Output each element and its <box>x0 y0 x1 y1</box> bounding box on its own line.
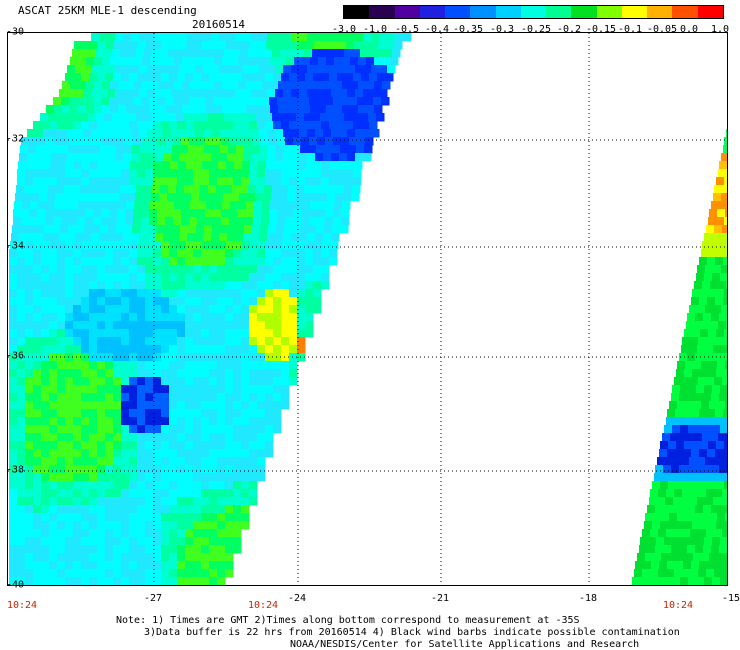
colorbar-segment <box>596 6 622 18</box>
latitude-label: -32 <box>6 133 25 145</box>
footer-note-line2: 3)Data buffer is 22 hrs from 20160514 4)… <box>144 627 680 638</box>
colorbar-segment <box>647 6 673 18</box>
colorbar-tick-label: -0.2 <box>556 24 582 35</box>
colorbar-tick-label: -1.0 <box>362 24 388 35</box>
colorbar-tick-label: 0.0 <box>679 24 699 35</box>
longitude-label: -21 <box>430 593 450 604</box>
colorbar-segment <box>672 6 698 18</box>
time-label: 10:24 <box>6 600 38 611</box>
time-label: 10:24 <box>247 600 279 611</box>
swath-layer <box>8 33 727 585</box>
colorbar-segment <box>419 6 446 18</box>
colorbar-segment <box>369 6 395 18</box>
longitude-label: -15 <box>721 593 740 604</box>
colorbar-tick-label: -0.4 <box>424 24 450 35</box>
colorbar-tick-label: -0.5 <box>394 24 420 35</box>
colorbar-segment <box>571 6 597 18</box>
colorbar-tick-label: -0.15 <box>585 24 617 35</box>
colorbar-segment <box>394 6 420 18</box>
colorbar-tick-label: -0.25 <box>520 24 552 35</box>
colorbar <box>343 5 724 19</box>
colorbar-tick-label: -3.0 <box>331 24 357 35</box>
longitude-label: -18 <box>578 593 598 604</box>
colorbar-tick-label: -0.1 <box>617 24 643 35</box>
colorbar-tick-label: -0.3 <box>489 24 515 35</box>
colorbar-segment <box>344 6 370 18</box>
colorbar-segment <box>445 6 471 18</box>
latitude-label: -36 <box>6 350 25 362</box>
latitude-label: -38 <box>6 464 25 476</box>
colorbar-tick-label: -0.35 <box>452 24 484 35</box>
colorbar-segment <box>546 6 572 18</box>
colorbar-tick-label: 1.0 <box>710 24 730 35</box>
longitude-label: -27 <box>143 593 163 604</box>
time-label: 10:24 <box>662 600 694 611</box>
map-panel <box>7 32 728 586</box>
longitude-label: -24 <box>287 593 307 604</box>
colorbar-segment <box>520 6 547 18</box>
colorbar-segment <box>470 6 496 18</box>
colorbar-segment <box>495 6 521 18</box>
colorbar-tick-label: -0.05 <box>646 24 678 35</box>
colorbar-segment <box>697 6 723 18</box>
plot-title: ASCAT 25KM MLE-1 descending <box>18 4 197 17</box>
latitude-label: -34 <box>6 240 25 252</box>
latitude-label: -40 <box>6 579 25 591</box>
colorbar-segment <box>621 6 648 18</box>
footer-credit: NOAA/NESDIS/Center for Satellite Applica… <box>290 639 640 650</box>
plot-date: 20160514 <box>192 18 245 31</box>
latitude-label: -30 <box>6 26 25 38</box>
footer-note-line1: Note: 1) Times are GMT 2)Times along bot… <box>116 615 580 626</box>
